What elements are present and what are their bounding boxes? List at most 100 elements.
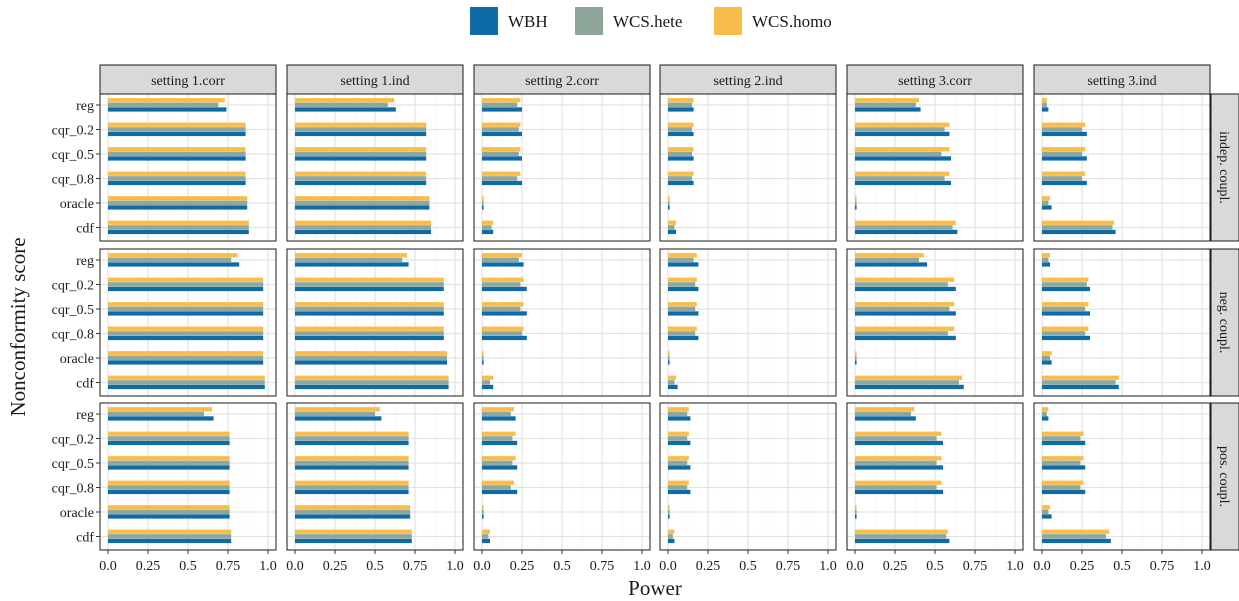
bar-wcs-hete [855,509,857,514]
bar-wbh [668,229,676,235]
bar-wbh [855,107,921,112]
panel [473,93,651,242]
bar-wcs-hete [855,200,857,205]
bar-wcs-homo [482,220,494,225]
bar-wcs-hete [1042,257,1049,262]
bar-wcs-homo [108,253,238,258]
bar-wcs-homo [1042,480,1084,485]
bar-wbh [108,311,264,316]
y-tick-label: cdf [76,377,94,392]
bar-wcs-homo [108,480,230,485]
panel [846,93,1024,242]
x-tick-label: 1.0 [633,559,651,574]
bar-wbh [108,107,227,112]
column-strip-label: setting 2.corr [525,74,599,89]
bar-wcs-hete [295,225,431,230]
bar-wcs-homo [1042,171,1086,176]
bar-wcs-homo [482,375,494,380]
bar-wcs-homo [295,480,409,485]
bar-wbh [855,335,956,341]
panel-border [846,93,1024,242]
bar-wbh [668,131,694,137]
bar-wbh [482,205,484,210]
y-tick-label: reg [76,254,94,269]
bar-wbh [482,538,490,544]
bar-wcs-hete [855,306,950,311]
panel [286,93,464,242]
bar-wcs-hete [855,257,919,262]
bar-wbh [668,311,699,316]
panel-border [659,93,837,242]
x-tick-label: 0.5 [739,559,757,574]
bar-wcs-hete [855,282,948,287]
bar-wbh [482,107,522,112]
bar-wcs-homo [482,122,521,127]
bar-wcs-hete [295,411,375,416]
bar-wbh [1042,229,1116,235]
bar-wcs-hete [668,282,696,287]
legend-swatch-wcs-hete [575,7,603,35]
y-tick-label: oracle [60,197,94,212]
bar-wcs-hete [668,200,670,205]
bar-wbh [482,360,484,365]
bar-wbh [855,286,956,292]
bar-wbh [295,514,411,519]
bar-wbh [668,465,691,470]
bar-wbh [668,440,691,446]
bar-wbh [108,286,264,292]
y-tick-label: oracle [60,352,94,367]
y-tick-label: cqr_0.2 [52,124,94,139]
bar-wcs-hete [855,380,959,385]
bar-wbh [295,360,447,365]
panel [99,402,277,551]
bar-wcs-hete [108,127,246,132]
bar-wcs-hete [108,534,232,539]
panel [1033,402,1211,551]
bar-wbh [668,180,694,186]
bar-wcs-homo [108,351,264,356]
bar-wcs-hete [1042,331,1086,336]
bar-wbh [1042,107,1049,112]
bar-wcs-hete [295,282,444,287]
bar-wcs-homo [855,147,950,152]
bar-wcs-hete [668,331,696,336]
bar-wcs-homo [855,431,942,436]
bar-wbh [482,384,494,390]
bar-wcs-homo [295,147,427,152]
bar-wcs-homo [668,326,697,331]
bar-wcs-homo [1042,407,1049,412]
bar-wcs-homo [668,480,689,485]
x-tick-label: 0.0 [286,559,304,574]
bar-wcs-hete [668,176,692,181]
bar-wcs-homo [482,253,522,258]
bar-wbh [108,156,246,161]
bar-wcs-hete [668,225,675,230]
bar-wcs-hete [295,509,411,514]
bar-wcs-hete [482,355,484,360]
bar-wcs-homo [855,196,857,201]
bar-wcs-homo [482,326,524,331]
bar-wcs-homo [668,277,697,282]
bar-wcs-hete [295,257,403,262]
bar-wbh [1042,514,1052,519]
bar-wbh [668,107,694,112]
x-tick-label: 0.5 [553,559,571,574]
legend-swatch-wbh [470,7,498,35]
bar-wbh [482,465,518,470]
bar-wcs-hete [668,534,673,539]
bar-wcs-homo [108,375,265,380]
bar-wbh [295,416,382,421]
bar-wbh [855,311,956,316]
bar-wbh [1042,262,1050,267]
bar-wbh [668,286,699,292]
bar-wcs-homo [855,98,919,103]
x-tick-label: 0.75 [590,559,615,574]
bar-wcs-homo [482,351,484,356]
bar-wcs-homo [482,277,524,282]
bar-wcs-hete [1042,127,1082,132]
bar-wcs-hete [482,257,519,262]
bar-wcs-hete [108,102,219,107]
x-tick-label: 0.0 [846,559,864,574]
panel [659,93,837,242]
bar-wcs-homo [482,98,521,103]
